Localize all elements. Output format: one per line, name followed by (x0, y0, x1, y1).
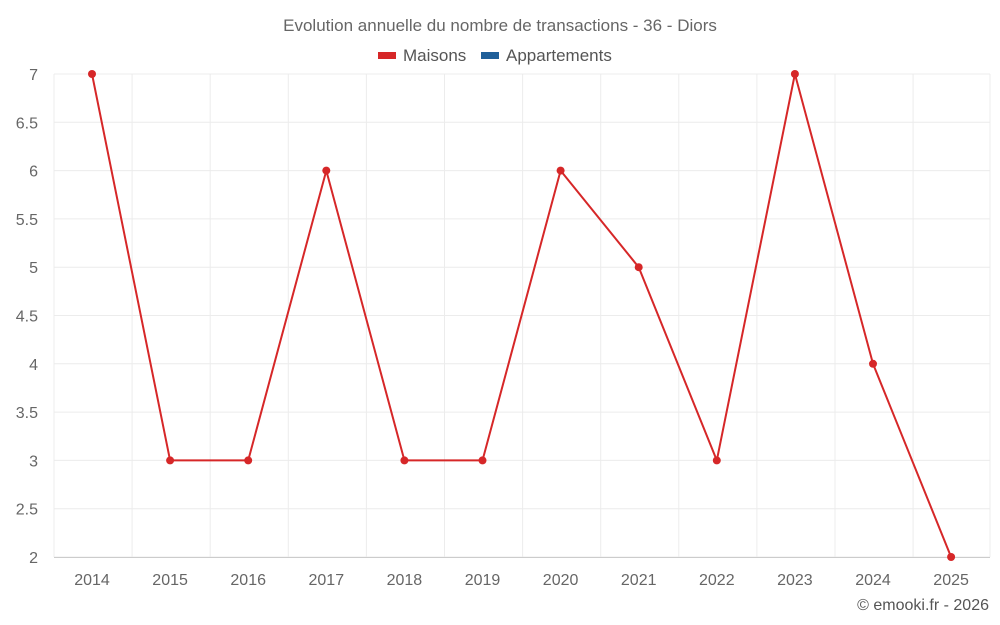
y-tick-label: 7 (29, 67, 38, 84)
y-tick-label: 4.5 (16, 309, 38, 326)
data-point-maisons[interactable] (634, 263, 643, 272)
y-tick-label: 5 (29, 260, 38, 277)
y-tick-label: 4 (29, 357, 38, 374)
data-point-maisons[interactable] (400, 456, 409, 465)
data-point-maisons[interactable] (478, 456, 487, 465)
series-layer (88, 70, 956, 561)
x-tick-label: 2019 (465, 572, 501, 589)
y-tick-label: 3 (29, 453, 38, 470)
y-tick-label: 5.5 (16, 212, 38, 229)
x-tick-label: 2022 (699, 572, 735, 589)
x-tick-label: 2018 (387, 572, 423, 589)
legend-label-appartements[interactable]: Appartements (506, 46, 612, 65)
y-tick-label: 2 (29, 550, 38, 567)
data-point-maisons[interactable] (88, 70, 96, 78)
x-tick-label: 2021 (621, 572, 657, 589)
data-point-maisons[interactable] (322, 166, 331, 175)
legend-swatch-maisons (378, 52, 396, 59)
data-point-maisons[interactable] (556, 166, 565, 175)
data-point-maisons[interactable] (947, 553, 956, 561)
legend: Maisons Appartements (378, 46, 612, 65)
x-tick-label: 2017 (309, 572, 345, 589)
x-tick-label: 2020 (543, 572, 579, 589)
legend-swatch-appartements (481, 52, 499, 59)
x-tick-label: 2023 (777, 572, 813, 589)
y-axis-ticks: 2 2.5 3 3.5 4 4.5 5 5.5 6 6.5 7 (16, 67, 38, 567)
data-point-maisons[interactable] (869, 359, 877, 368)
y-tick-label: 6.5 (16, 115, 38, 132)
data-point-maisons[interactable] (166, 456, 175, 465)
x-tick-label: 2025 (933, 572, 969, 589)
x-tick-label: 2015 (152, 572, 188, 589)
y-tick-label: 6 (29, 164, 38, 181)
x-tick-label: 2016 (230, 572, 266, 589)
chart-title: Evolution annuelle du nombre de transact… (283, 16, 717, 35)
grid (53, 73, 991, 558)
credit-text: © emooki.fr - 2026 (857, 597, 989, 614)
legend-label-maisons[interactable]: Maisons (403, 46, 466, 65)
x-axis-ticks: 2014 2015 2016 2017 2018 2019 2020 2021 2022 2023… (74, 572, 969, 589)
y-tick-label: 2.5 (16, 502, 38, 519)
data-point-maisons[interactable] (244, 456, 253, 465)
x-tick-label: 2024 (855, 572, 891, 589)
data-point-maisons[interactable] (712, 456, 721, 465)
y-tick-label: 3.5 (16, 405, 38, 422)
series-line-maisons (91, 73, 953, 558)
data-point-maisons[interactable] (790, 70, 799, 78)
x-tick-label: 2014 (74, 572, 110, 589)
